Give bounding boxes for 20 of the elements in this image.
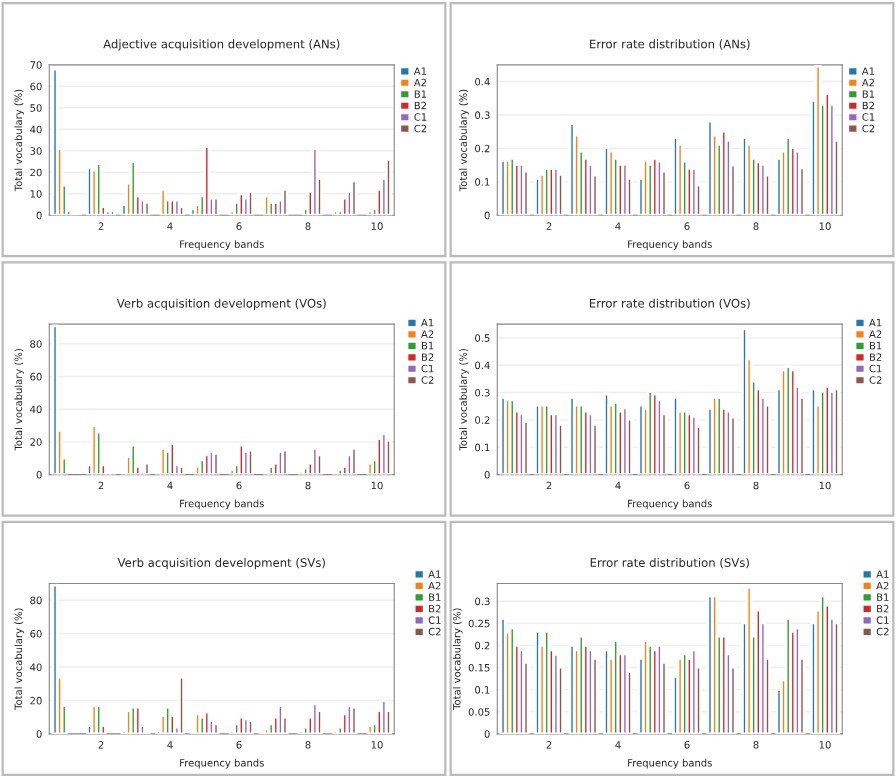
bar: [95, 704, 103, 734]
bar: [764, 403, 771, 475]
bar: [134, 705, 142, 734]
bar: [178, 205, 185, 216]
bar: [109, 209, 116, 216]
bar: [316, 453, 323, 475]
bar: [557, 173, 564, 216]
bar: [385, 157, 392, 216]
bar: [203, 145, 211, 216]
bar: [95, 430, 103, 475]
bar: [178, 465, 185, 475]
bar: [316, 709, 323, 734]
bar: [350, 179, 358, 216]
bar: [385, 438, 392, 475]
bar: [143, 200, 151, 216]
bar: [350, 705, 358, 734]
bar: [281, 188, 289, 216]
bar: [247, 719, 254, 734]
bar: [833, 621, 840, 734]
bar: [212, 722, 220, 734]
